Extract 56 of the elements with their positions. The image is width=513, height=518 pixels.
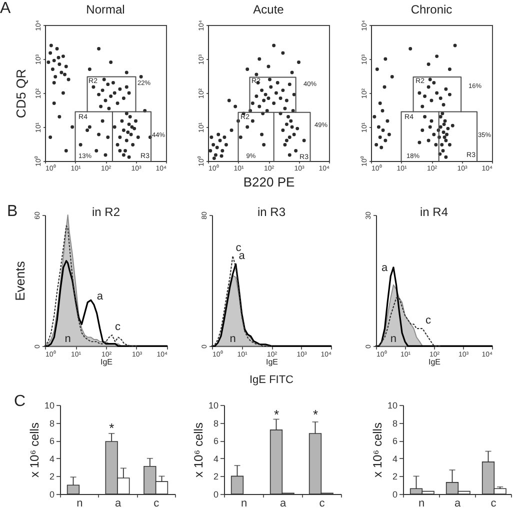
x-tick-label: c xyxy=(319,498,326,510)
text: IgE FITC xyxy=(249,374,294,386)
series-label: c xyxy=(425,314,432,327)
y-axis-title: CD5 QR xyxy=(14,68,28,118)
y-tick-label: 6 xyxy=(49,436,54,446)
x-axis-title: B220 PE xyxy=(243,174,295,190)
text: B xyxy=(7,203,18,220)
chart-title: in R2 xyxy=(92,205,120,220)
x-tick-label: a xyxy=(114,498,122,510)
x-tick-label: n xyxy=(240,498,248,510)
y-tick-label: 4 xyxy=(213,454,218,464)
y-tick-label: 10 xyxy=(387,400,398,410)
series-label: a xyxy=(382,262,389,274)
chart-title: Chronic xyxy=(410,2,452,17)
x-axis-title: IgE xyxy=(266,358,278,366)
series-label: n xyxy=(64,333,71,345)
y-tick-label: 0 xyxy=(49,490,54,500)
y-tick-label: 4 xyxy=(49,454,54,464)
annotation: * xyxy=(312,407,318,422)
y-tick-label: 8 xyxy=(49,418,54,428)
x-tick-label: c xyxy=(490,498,497,510)
y-axis-title: x 10⁶ cells xyxy=(370,422,384,478)
y-tick-label: 8 xyxy=(213,418,218,428)
y-tick-label: 4 xyxy=(392,454,398,464)
x-tick-label: a xyxy=(280,498,287,510)
series-label: c xyxy=(115,321,122,334)
y-tick-label: 6 xyxy=(213,436,218,446)
y-tick-label: 0 xyxy=(392,490,398,500)
x-axis-title: IgE xyxy=(428,358,441,366)
y-axis-title: Events xyxy=(12,260,28,301)
series-label: a xyxy=(96,290,104,303)
chart-title: in R3 xyxy=(257,205,286,220)
y-tick-label: 10 xyxy=(208,400,218,410)
y-tick-label: 2 xyxy=(49,472,54,482)
x-tick-label: n xyxy=(76,498,83,510)
x-tick-label: c xyxy=(154,498,160,510)
series-label: n xyxy=(230,333,236,345)
x-tick-label: a xyxy=(454,498,462,510)
chart-title: in R4 xyxy=(420,205,448,220)
series-label: n xyxy=(390,333,397,345)
y-tick-label: 8 xyxy=(392,418,398,428)
x-axis-title: IgE xyxy=(100,358,113,366)
annotation: * xyxy=(274,407,280,422)
y-tick-label: 6 xyxy=(392,436,398,446)
text: A xyxy=(0,0,11,17)
chart-title: Acute xyxy=(253,2,284,17)
x-tick-label: n xyxy=(418,498,425,510)
y-tick-label: 2 xyxy=(213,472,218,482)
y-axis-title: x 10⁶ cells xyxy=(191,422,206,478)
y-axis-title: x 10⁶ cells xyxy=(27,422,42,478)
y-tick-label: 0 xyxy=(213,490,218,500)
y-tick-label: 2 xyxy=(392,472,398,482)
y-tick-label: 10 xyxy=(44,400,54,410)
chart-title: Normal xyxy=(86,2,125,17)
annotation: * xyxy=(109,420,114,436)
text: C xyxy=(14,393,26,410)
